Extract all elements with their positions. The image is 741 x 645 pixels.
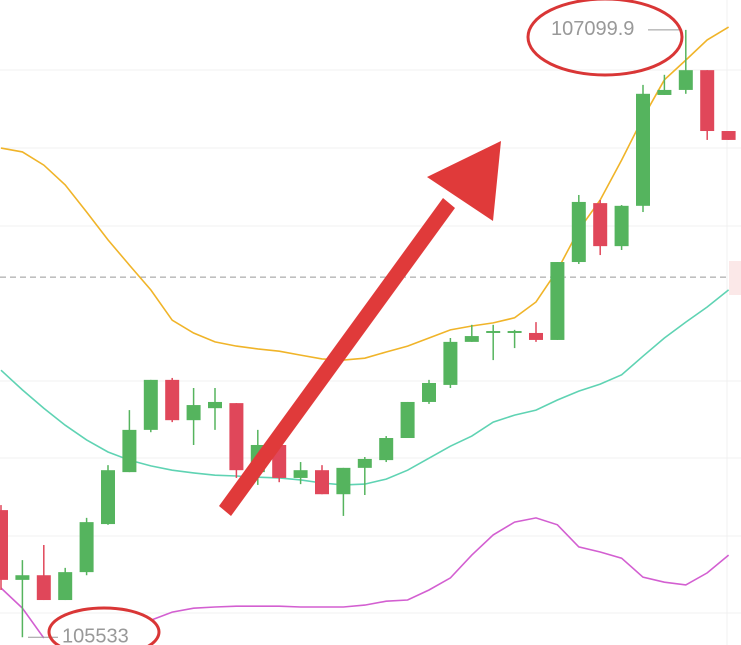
- highlight-circle: [47, 606, 161, 645]
- candle-body: [15, 575, 30, 580]
- indicator-line: [0, 26, 730, 361]
- candle-body: [700, 70, 715, 132]
- candle-body: [529, 332, 543, 340]
- candle-body: [79, 522, 94, 573]
- candle-body: [657, 89, 672, 95]
- plot: [0, 26, 736, 639]
- candle-body: [550, 262, 565, 340]
- candle-body: [464, 336, 479, 342]
- highlight-circle: [526, 0, 684, 77]
- candle-body: [721, 131, 736, 140]
- candle-body: [443, 341, 458, 385]
- candle-body: [678, 70, 693, 90]
- min-label: 105533: [62, 626, 129, 645]
- candle-body: [636, 93, 650, 206]
- candle-body: [58, 572, 73, 601]
- candle-body: [400, 401, 415, 439]
- candle-body: [486, 331, 501, 333]
- candle-body: [122, 429, 137, 473]
- candle-body: [614, 205, 629, 247]
- candle-body: [143, 379, 158, 430]
- candle-body: [293, 470, 308, 478]
- arrow-head: [427, 141, 501, 221]
- candle-body: [0, 510, 8, 580]
- candle-body: [186, 405, 201, 421]
- candle-body: [165, 379, 180, 421]
- candle-body: [571, 201, 586, 263]
- labels: 107099.9 105533: [28, 18, 680, 645]
- candle-body: [422, 382, 436, 402]
- candle-body: [229, 403, 244, 471]
- price-tag: [729, 261, 741, 295]
- candle-body: [36, 575, 51, 601]
- candle-body: [357, 458, 372, 468]
- candle-body: [379, 438, 394, 461]
- candle-body: [593, 203, 608, 247]
- arrow-shaft: [219, 198, 455, 516]
- candle-body: [507, 331, 522, 333]
- candle-body: [101, 470, 115, 525]
- max-label: 107099.9: [551, 18, 634, 40]
- candle-body: [208, 401, 222, 409]
- candle-body: [315, 470, 329, 495]
- candle-body: [336, 467, 351, 495]
